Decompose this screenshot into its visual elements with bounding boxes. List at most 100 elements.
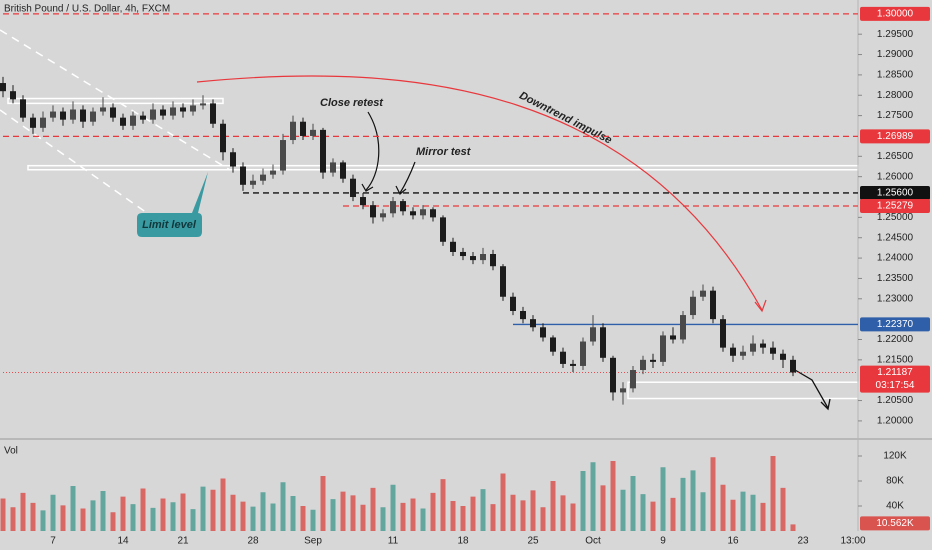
x-tick-label: 7 xyxy=(50,536,56,547)
annotation: Close retest xyxy=(320,97,384,109)
y-tick-label: 1.25000 xyxy=(877,212,914,223)
candle-body xyxy=(250,180,256,185)
volume-bar xyxy=(660,467,666,531)
volume-bar xyxy=(440,479,446,531)
candle-body xyxy=(400,201,406,212)
volume-bar xyxy=(780,487,786,531)
volume-bar xyxy=(600,485,606,531)
candle-body xyxy=(730,347,736,356)
callout-bubble xyxy=(137,172,208,237)
volume-bar xyxy=(30,502,36,531)
volume-bar xyxy=(480,489,486,531)
candle-body xyxy=(710,290,716,320)
volume-bar xyxy=(190,509,196,531)
volume-bar xyxy=(450,501,456,531)
volume-bar xyxy=(410,498,416,531)
candle-body xyxy=(600,327,606,358)
candle-body xyxy=(290,121,296,141)
arc-arrow xyxy=(196,75,763,311)
volume-bar xyxy=(490,504,496,531)
arrow-head xyxy=(754,299,767,313)
volume-bar xyxy=(530,490,536,531)
volume-bar xyxy=(250,506,256,531)
candle-body xyxy=(50,111,56,118)
volume-bar xyxy=(320,476,326,531)
candle-body xyxy=(560,351,566,364)
candle-body xyxy=(140,115,146,120)
y-tick-label: 1.29000 xyxy=(877,49,914,60)
volume-bar xyxy=(200,486,206,531)
candle-body xyxy=(550,337,556,352)
volume-bar xyxy=(310,509,316,531)
candle-body xyxy=(380,213,386,218)
candle-body xyxy=(610,357,616,393)
volume-bar xyxy=(610,461,616,531)
volume-bar xyxy=(170,502,176,531)
y-tick-label: 120K xyxy=(883,451,907,462)
volume-bar xyxy=(20,492,26,531)
volume-bar xyxy=(330,499,336,531)
volume-bar xyxy=(220,478,226,531)
y-tick-label: 1.20500 xyxy=(877,395,914,406)
volume-bar xyxy=(680,477,686,531)
candle-body xyxy=(0,83,6,92)
volume-bar xyxy=(100,491,106,531)
candle-body xyxy=(670,335,676,340)
x-tick-label: 9 xyxy=(660,536,666,547)
volume-bar xyxy=(40,510,46,531)
candle-body xyxy=(340,162,346,179)
candle-body xyxy=(310,129,316,136)
y-tick-label: 40K xyxy=(886,501,904,512)
arrow-head xyxy=(820,398,831,411)
candle-body xyxy=(370,205,376,218)
candle-body xyxy=(500,266,506,297)
arrow xyxy=(365,111,380,191)
volume-bar xyxy=(380,507,386,531)
volume-bar xyxy=(340,491,346,531)
volume-bar xyxy=(570,503,576,531)
channel-line xyxy=(0,109,151,216)
candle-body xyxy=(720,319,726,348)
candle-body xyxy=(360,197,366,206)
x-tick-label: 14 xyxy=(117,536,129,547)
volume-bar xyxy=(210,489,216,531)
volume-bar xyxy=(90,500,96,531)
candle-body xyxy=(390,201,396,214)
volume-bar xyxy=(370,487,376,531)
y-tick-label: 1.20000 xyxy=(877,416,914,427)
y-tick-label: 1.23000 xyxy=(877,293,914,304)
y-tick-label: 1.26000 xyxy=(877,171,914,182)
volume-bar xyxy=(670,497,676,531)
volume-bar xyxy=(180,493,186,531)
y-tick-label: 1.28500 xyxy=(877,70,914,81)
candle-body xyxy=(630,370,636,389)
arrow-head xyxy=(395,185,407,195)
volume-bar xyxy=(770,456,776,531)
volume-bar xyxy=(760,502,766,531)
volume-bar xyxy=(510,494,516,531)
candle-body xyxy=(620,388,626,393)
volume-bar xyxy=(230,494,236,531)
candle-body xyxy=(740,351,746,356)
candle-body xyxy=(100,107,106,112)
candle-body xyxy=(770,347,776,354)
x-tick-label: 23 xyxy=(797,536,809,547)
candle-body xyxy=(490,254,496,267)
candle-body xyxy=(510,296,516,311)
candle-body xyxy=(660,335,666,362)
volume-bar xyxy=(400,502,406,531)
candle-body xyxy=(750,343,756,352)
price-tag-label: 1.30000 xyxy=(877,8,914,19)
candle-body xyxy=(520,310,526,320)
volume-bar xyxy=(630,476,636,531)
x-tick-label: 21 xyxy=(177,536,189,547)
volume-bar xyxy=(500,473,506,531)
candle-body xyxy=(70,109,76,120)
candle-body xyxy=(760,343,766,348)
candle-body xyxy=(410,211,416,216)
volume-bar xyxy=(790,524,796,531)
candle-body xyxy=(580,341,586,366)
price-tag-label: 1.26989 xyxy=(877,131,914,142)
volume-bar xyxy=(700,492,706,531)
